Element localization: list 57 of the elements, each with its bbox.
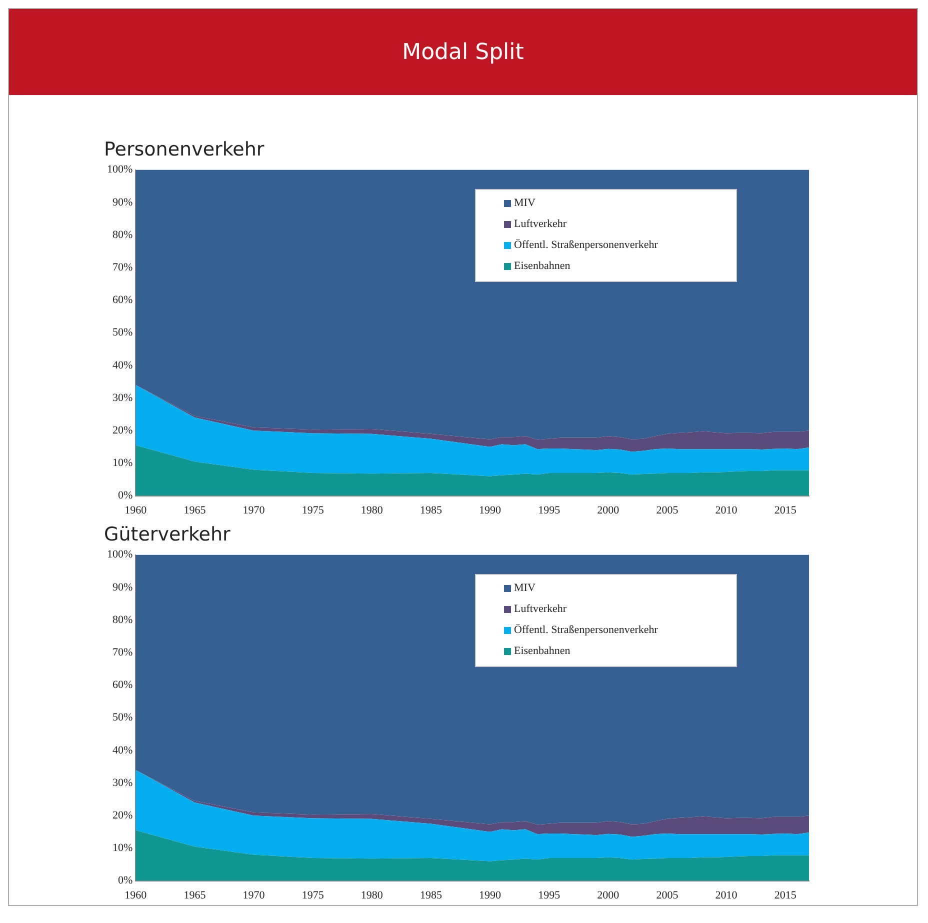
x-tick-label: 2015 xyxy=(774,889,797,902)
y-tick-label: 30% xyxy=(112,776,133,789)
x-tick-label: 1965 xyxy=(184,889,206,902)
legend-label: MIV xyxy=(514,582,536,594)
x-tick-label: 1980 xyxy=(360,504,384,516)
legend-label: Luftverkehr xyxy=(514,603,567,616)
text: Modal Split xyxy=(9,9,917,95)
x-tick-label: 2010 xyxy=(715,889,738,902)
y-tick-label: 70% xyxy=(112,646,133,658)
x-tick-label: 1990 xyxy=(479,889,502,902)
x-tick-label: 1960 xyxy=(124,889,148,902)
y-tick-label: 100% xyxy=(106,164,133,176)
x-tick-label: 1985 xyxy=(420,889,442,902)
x-tick-label: 1995 xyxy=(538,504,561,516)
legend-label: Eisenbahnen xyxy=(514,260,570,272)
y-tick-label: 90% xyxy=(112,196,133,208)
chart-title: Personenverkehr xyxy=(104,138,264,160)
x-tick-label: 1970 xyxy=(242,504,266,516)
y-tick-label: 20% xyxy=(112,809,133,822)
y-tick-label: 50% xyxy=(112,326,133,339)
y-tick-label: 40% xyxy=(112,744,133,756)
y-tick-label: 20% xyxy=(112,424,133,436)
x-tick-label: 1985 xyxy=(420,504,442,516)
legend-label: Öffentl. Straßenpersonenverkehr xyxy=(514,624,658,636)
x-tick-label: 2010 xyxy=(715,504,738,516)
x-tick-label: 2005 xyxy=(656,504,679,516)
x-tick-label: 1970 xyxy=(242,889,266,902)
y-tick-label: 60% xyxy=(112,679,133,692)
y-tick-label: 60% xyxy=(112,294,133,306)
y-tick-label: 100% xyxy=(106,548,133,561)
y-tick-label: 90% xyxy=(112,581,133,594)
x-tick-label: 1975 xyxy=(302,504,324,516)
x-tick-label: 1995 xyxy=(538,889,561,902)
x-tick-label: 2005 xyxy=(656,889,679,902)
legend-label: Luftverkehr xyxy=(514,218,567,230)
x-tick-label: 1975 xyxy=(302,889,324,902)
y-tick-label: 30% xyxy=(112,392,133,404)
x-tick-label: 1990 xyxy=(479,504,502,516)
x-tick-label: 1980 xyxy=(360,889,384,902)
x-tick-label: 1965 xyxy=(184,504,206,516)
legend-label: MIV xyxy=(514,197,536,210)
legend-label: Öffentl. Straßenpersonenverkehr xyxy=(514,239,658,252)
y-tick-label: 0% xyxy=(118,490,133,502)
x-tick-label: 2000 xyxy=(597,889,620,902)
x-tick-label: 2000 xyxy=(597,504,620,516)
x-tick-label: 2015 xyxy=(774,504,797,516)
x-tick-label: 1960 xyxy=(124,504,148,516)
y-tick-label: 40% xyxy=(112,359,133,372)
legend-label: Eisenbahnen xyxy=(514,645,570,658)
y-tick-label: 80% xyxy=(112,228,133,241)
y-tick-label: 10% xyxy=(112,457,133,470)
chart-title: Güterverkehr xyxy=(104,523,231,546)
y-tick-label: 0% xyxy=(118,874,133,887)
y-tick-label: 70% xyxy=(112,261,133,274)
y-tick-label: 80% xyxy=(112,614,133,626)
y-tick-label: 50% xyxy=(112,712,133,724)
y-tick-label: 10% xyxy=(112,842,133,854)
